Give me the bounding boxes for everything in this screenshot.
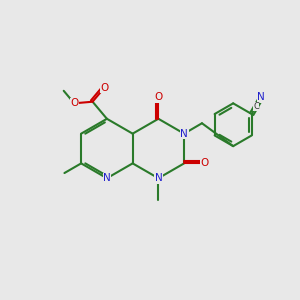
Text: O: O bbox=[70, 98, 78, 108]
Text: N: N bbox=[180, 129, 188, 139]
Text: N: N bbox=[154, 173, 162, 183]
Text: N: N bbox=[257, 92, 265, 102]
Text: N: N bbox=[103, 173, 111, 183]
Text: O: O bbox=[100, 82, 109, 93]
Text: C: C bbox=[253, 102, 259, 111]
Text: O: O bbox=[201, 158, 209, 168]
Text: O: O bbox=[154, 92, 163, 102]
